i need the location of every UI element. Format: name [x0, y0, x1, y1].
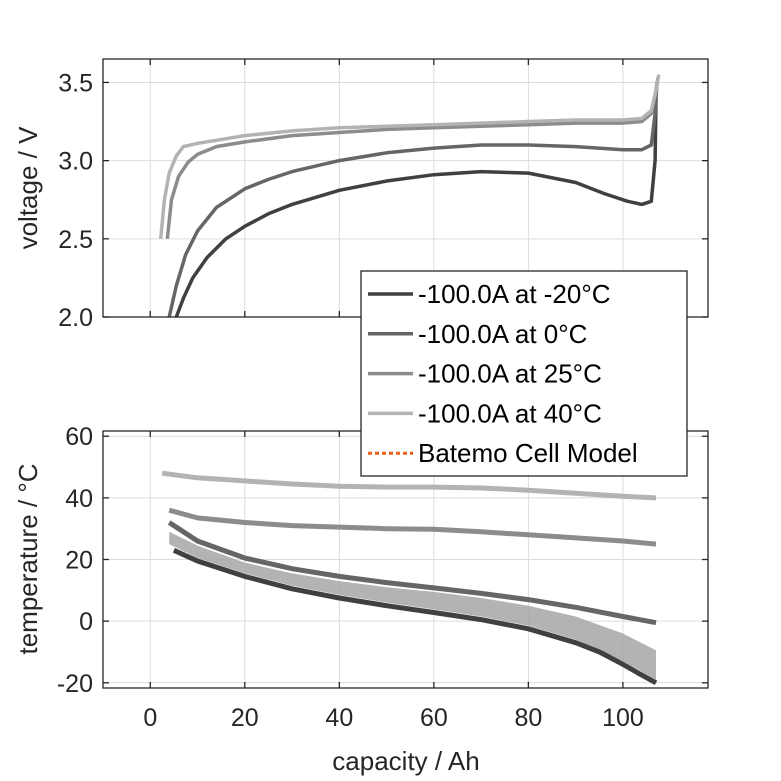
temperature-ytick-label: -20	[57, 670, 93, 698]
legend-label: -100.0A at 40°C	[418, 398, 602, 428]
voltage-ytick-label: 2.0	[58, 304, 93, 332]
capacity-xlabel: capacity / Ah	[332, 746, 479, 776]
temperature-line-100-0a-at-40-c	[161, 470, 657, 501]
capacity-xtick-label: 100	[602, 704, 644, 732]
legend-entry: -100.0A at 25°C	[368, 359, 602, 389]
capacity-xtick-labels: 0 20 40 60 80 100	[143, 704, 643, 732]
temperature-ytick-label: 40	[65, 485, 93, 513]
capacity-xtick-label: 80	[514, 704, 542, 732]
temperature-ytick-labels: -20 0 20 40 60	[57, 423, 93, 698]
temperature-band	[169, 531, 656, 680]
temperature-line-100-0a-at-25-c	[168, 507, 657, 547]
voltage-ytick-label: 3.0	[58, 148, 93, 176]
legend-entry: -100.0A at -20°C	[368, 279, 611, 309]
capacity-xtick-label: 60	[420, 704, 448, 732]
model-range-band	[169, 531, 656, 680]
voltage-ytick-label: 2.5	[58, 226, 93, 254]
voltage-line-100-0a-at-40-c	[158, 74, 661, 239]
legend-label: -100.0A at -20°C	[418, 279, 611, 309]
voltage-line-100-0a-at-25-c	[165, 77, 660, 239]
temperature-ytick-label: 0	[79, 608, 93, 636]
voltage-ytick-label: 3.5	[58, 69, 93, 97]
voltage-line-100-0a-at-0-c	[167, 82, 659, 318]
temperature-series	[161, 470, 658, 685]
temperature-line-100-0a-at-20-c	[172, 548, 658, 685]
legend-entry: -100.0A at 0°C	[368, 319, 587, 349]
legend-label: -100.0A at 0°C	[418, 319, 587, 349]
temperature-ylabel: temperature / °C	[13, 463, 43, 654]
voltage-line-100-0a-at-20-c	[174, 98, 658, 318]
temperature-ytick-label: 20	[65, 547, 93, 575]
voltage-series	[158, 74, 661, 318]
legend-box	[360, 270, 688, 477]
voltage-ytick-labels: 2.0 2.5 3.0 3.5	[58, 69, 93, 332]
legend-label: -100.0A at 25°C	[418, 359, 602, 389]
temperature-line-100-0a-at-0-c	[167, 520, 657, 626]
legend-entry: Batemo Cell Model	[368, 438, 638, 468]
legend-entry: -100.0A at 40°C	[368, 398, 602, 428]
capacity-xtick-label: 40	[325, 704, 353, 732]
capacity-xtick-label: 20	[231, 704, 259, 732]
legend: -100.0A at -20°C -100.0A at 0°C -100.0A at…	[360, 270, 688, 477]
legend-label: Batemo Cell Model	[418, 438, 638, 468]
capacity-xtick-label: 0	[143, 704, 157, 732]
voltage-ylabel: voltage / V	[13, 126, 43, 250]
temperature-ytick-label: 60	[65, 423, 93, 451]
